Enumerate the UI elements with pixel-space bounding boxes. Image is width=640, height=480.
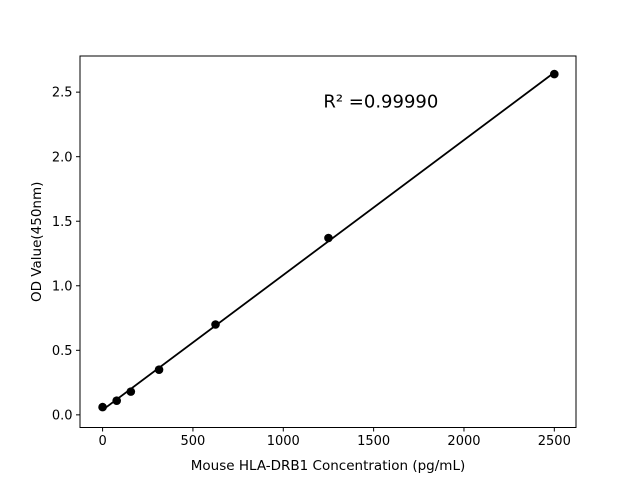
x-tick-label: 500 [181,434,206,449]
r-squared-annotation: R² =0.99990 [323,91,438,112]
y-axis-label: OD Value(450nm) [29,182,45,302]
x-tick-label: 2000 [447,434,480,449]
x-axis-label: Mouse HLA-DRB1 Concentration (pg/mL) [191,458,466,474]
data-point-marker [550,69,559,79]
data-point-marker [324,233,333,243]
data-point-marker [211,320,220,329]
data-point-marker [126,387,136,396]
y-tick-label: 0.0 [52,408,73,423]
y-tick-label: 2.0 [52,150,73,165]
data-series [98,69,559,412]
y-tick-label: 1.0 [52,279,73,294]
data-point-marker [154,365,164,374]
y-tick-label: 1.5 [52,215,73,230]
axis-ticks: 0 500 1000 1500 2000 2500 0.0 0.5 1.0 1.5 2.0 2.5 [52,86,571,449]
x-tick-label: 2500 [538,434,571,449]
y-tick-label: 2.5 [52,86,73,101]
x-tick-label: 1000 [267,434,300,449]
data-point-marker [112,396,122,405]
y-tick-label: 0.5 [52,344,73,359]
x-tick-label: 1500 [357,434,390,449]
data-point-marker [98,402,107,412]
x-tick-label: 0 [98,434,106,449]
